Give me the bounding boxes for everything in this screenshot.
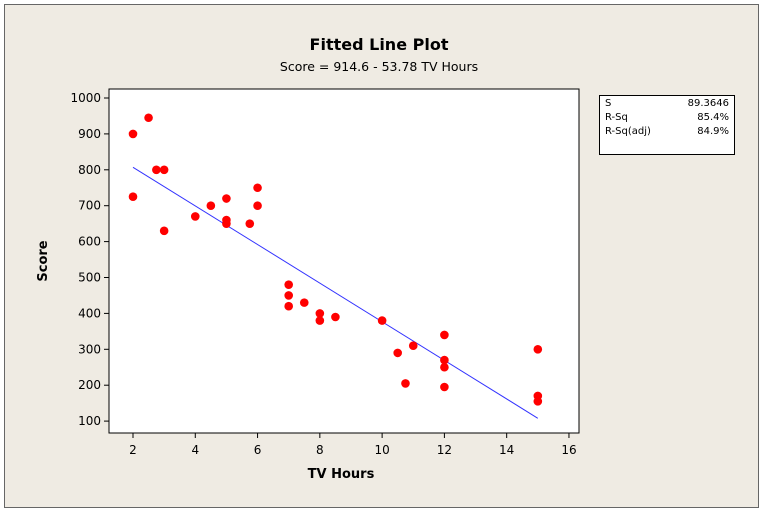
x-tick-label: 2 [129, 443, 137, 457]
data-point [440, 382, 449, 392]
data-point [128, 192, 138, 202]
data-point [533, 397, 543, 406]
data-point [152, 165, 161, 175]
chart-title: Fitted Line Plot [310, 35, 449, 54]
y-tick-label: 100 [78, 414, 101, 428]
stat-s: S 89.3646 [605, 98, 729, 109]
y-tick-label: 500 [78, 271, 101, 285]
data-point [222, 219, 231, 228]
y-tick-label: 600 [78, 235, 101, 249]
data-point [206, 201, 216, 210]
data-point [284, 301, 294, 311]
data-point [533, 345, 543, 354]
data-point [440, 355, 449, 365]
data-point [284, 280, 294, 289]
fitted-line [132, 166, 539, 419]
x-tick-label: 6 [254, 443, 262, 457]
data-point [159, 226, 169, 236]
x-tick-label: 4 [191, 443, 199, 457]
data-point [245, 219, 255, 228]
x-tick-label: 8 [316, 443, 324, 457]
chart-subtitle: Score = 914.6 - 53.78 TV Hours [280, 59, 478, 74]
y-tick-label: 300 [78, 342, 101, 356]
y-tick-label: 800 [78, 163, 101, 177]
y-tick-label: 1000 [70, 91, 101, 105]
data-point [144, 113, 153, 123]
data-point [190, 212, 200, 221]
x-tick-label: 16 [561, 443, 576, 457]
fitted-line-plot: Fitted Line Plot Score = 914.6 - 53.78 T… [36, 35, 580, 482]
data-point [315, 316, 325, 325]
data-point [331, 312, 340, 322]
data-point [299, 298, 309, 307]
data-point [440, 362, 449, 372]
data-point [401, 379, 410, 388]
data-point [284, 291, 294, 300]
x-axis-label: TV Hours [308, 467, 375, 482]
data-point [393, 348, 402, 358]
data-point [253, 183, 262, 193]
x-tick-label: 12 [437, 443, 452, 457]
stat-r-sq: R-Sq 85.4% [605, 112, 729, 123]
plot-area [108, 88, 580, 434]
stat-r-sq-adj: R-Sq(adj) 84.9% [605, 126, 729, 137]
x-tick-label: 14 [499, 443, 514, 457]
y-tick-label: 900 [78, 127, 101, 141]
y-tick-label: 400 [78, 306, 101, 320]
stats-box: S 89.3646 R-Sq 85.4% R-Sq(adj) 84.9% [599, 95, 735, 155]
data-point [408, 341, 418, 351]
data-point [253, 201, 262, 210]
data-point [222, 194, 231, 203]
y-tick-label: 200 [78, 378, 101, 392]
data-point [128, 129, 138, 139]
x-tick-label: 10 [374, 443, 389, 457]
y-axis-label: Score [36, 240, 51, 281]
data-point [440, 330, 449, 340]
data-point [377, 316, 387, 325]
data-point [315, 309, 325, 318]
data-point [159, 165, 169, 175]
y-tick-label: 700 [78, 199, 101, 213]
chart-frame: Fitted Line Plot Score = 914.6 - 53.78 T… [4, 4, 759, 508]
